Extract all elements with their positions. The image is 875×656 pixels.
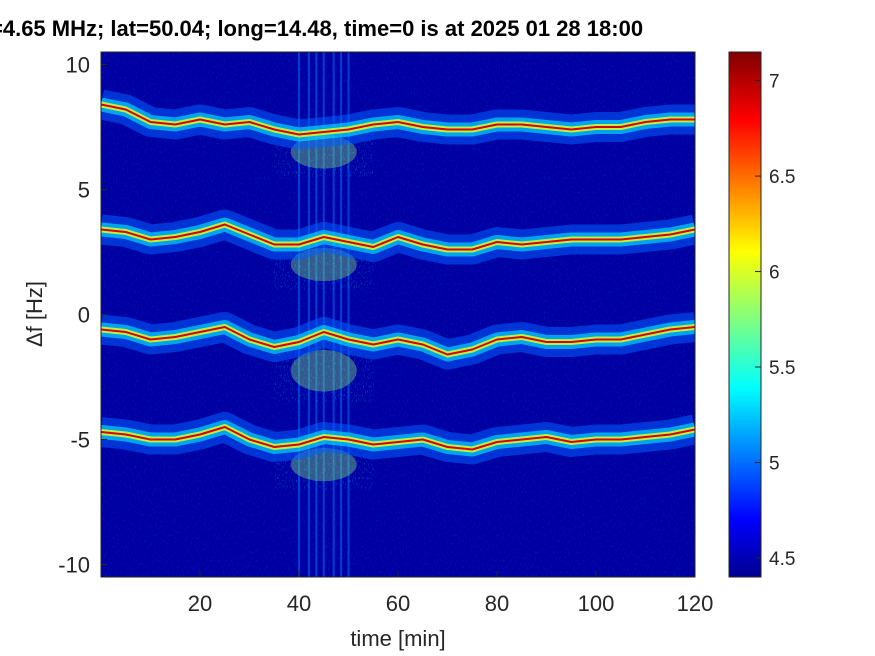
colorbar-axis: 4.5 5 5.5 6 6.5 7 bbox=[755, 72, 795, 570]
colorbar-tick-label: 6.5 bbox=[769, 167, 795, 188]
interference-column bbox=[332, 52, 335, 577]
colorbar-tick-label: 5.5 bbox=[769, 358, 795, 379]
interference-column bbox=[340, 52, 343, 577]
colorbar-tick-label: 5 bbox=[769, 453, 780, 474]
x-tick-label: 60 bbox=[386, 591, 410, 616]
x-axis: 20 40 60 80 100 120 bbox=[188, 571, 714, 616]
spread-region-core bbox=[290, 349, 357, 392]
y-tick-label: -10 bbox=[58, 553, 90, 578]
chart-title-container: =4.65 MHz; lat=50.04; long=14.48, time=0… bbox=[0, 2, 875, 42]
chart-title: =4.65 MHz; lat=50.04; long=14.48, time=0… bbox=[0, 16, 644, 41]
trace-peak-line bbox=[101, 426, 695, 451]
y-tick-label: -5 bbox=[70, 428, 90, 453]
colorbar bbox=[728, 51, 762, 578]
x-tick-label: 40 bbox=[287, 591, 311, 616]
interference-column bbox=[347, 52, 350, 577]
y-tick-label: 0 bbox=[78, 303, 90, 328]
interference-column bbox=[307, 52, 310, 577]
x-tick-label: 80 bbox=[485, 591, 509, 616]
interference-column bbox=[322, 52, 325, 577]
trace-peak-line bbox=[101, 103, 695, 136]
trace-peak-line bbox=[101, 326, 695, 356]
x-tick-label: 120 bbox=[677, 591, 714, 616]
colorbar-tick-label: 7 bbox=[769, 72, 780, 93]
y-tick-label: 10 bbox=[66, 53, 90, 78]
colorbar-tick-label: 4.5 bbox=[769, 549, 795, 570]
x-tick-label: 100 bbox=[578, 591, 615, 616]
colorbar-tick-label: 6 bbox=[769, 263, 780, 284]
x-tick-label: 20 bbox=[188, 591, 212, 616]
trace-peak-line bbox=[101, 223, 695, 251]
y-tick-label: 5 bbox=[78, 178, 90, 203]
y-axis-label: Δf [Hz] bbox=[22, 281, 47, 347]
y-axis: 10 5 0 -5 -10 bbox=[58, 53, 107, 578]
spectrogram-plot bbox=[101, 52, 695, 577]
interference-column bbox=[315, 52, 318, 577]
interference-column bbox=[298, 52, 300, 577]
x-axis-label: time [min] bbox=[350, 626, 445, 651]
